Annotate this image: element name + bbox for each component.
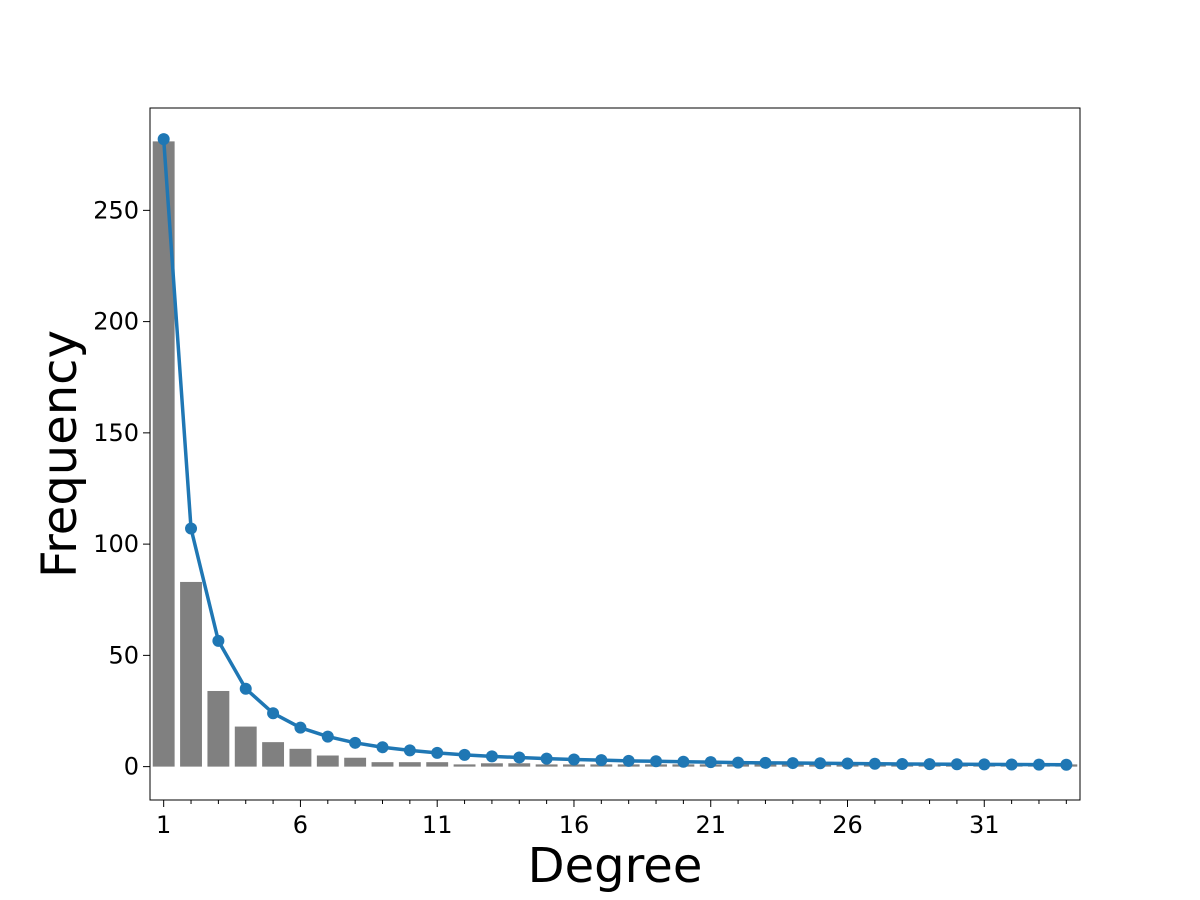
- x-tick-label: 26: [832, 811, 863, 839]
- fit-point-degree-3: [212, 634, 225, 647]
- fit-point-degree-5: [267, 707, 280, 720]
- y-tick-label: 200: [93, 308, 139, 336]
- x-tick-label: 11: [422, 811, 453, 839]
- fit-point-degree-24: [786, 757, 799, 770]
- x-tick-label: 1: [156, 811, 171, 839]
- fit-point-degree-17: [595, 754, 608, 767]
- fit-point-degree-6: [294, 721, 307, 734]
- fit-line-layer: [157, 133, 1073, 771]
- bar-degree-3: [207, 690, 230, 767]
- fit-point-degree-9: [376, 741, 389, 754]
- bar-degree-1: [152, 141, 175, 767]
- fit-point-degree-2: [185, 522, 198, 535]
- y-tick-label: 150: [93, 419, 139, 447]
- fit-point-degree-28: [896, 757, 909, 770]
- bar-degree-5: [262, 742, 285, 767]
- fit-point-degree-4: [239, 682, 252, 695]
- fit-point-degree-19: [650, 755, 663, 768]
- x-axis-title: Degree: [528, 838, 703, 894]
- fit-point-degree-23: [759, 756, 772, 769]
- bar-degree-10: [398, 762, 421, 767]
- bar-degree-7: [316, 755, 339, 767]
- fit-point-degree-31: [978, 758, 991, 771]
- fit-point-degree-34: [1060, 758, 1073, 771]
- fit-point-degree-22: [732, 756, 745, 769]
- fit-point-degree-7: [321, 730, 334, 743]
- y-axis-title: Frequency: [32, 330, 88, 578]
- fit-point-degree-32: [1005, 758, 1018, 771]
- bar-degree-4: [234, 726, 257, 767]
- bar-degree-8: [344, 757, 367, 767]
- bar-degree-16: [563, 764, 585, 767]
- bar-degree-13: [480, 763, 503, 767]
- fit-point-degree-21: [704, 756, 717, 769]
- fit-point-degree-11: [431, 746, 444, 759]
- plot-frame: [149, 107, 1081, 801]
- y-tick-label: 100: [93, 530, 139, 558]
- fit-point-degree-16: [567, 753, 580, 766]
- y-tick-label: 0: [124, 753, 139, 781]
- bar-degree-14: [508, 763, 531, 767]
- bar-degree-6: [289, 748, 312, 767]
- y-tick-label: 50: [108, 641, 139, 669]
- fit-point-degree-18: [622, 754, 635, 767]
- fit-point-degree-12: [458, 748, 471, 761]
- bar-degree-9: [371, 762, 394, 767]
- y-tick-label: 250: [93, 196, 139, 224]
- fit-point-degree-1: [157, 133, 170, 146]
- bar-degree-11: [426, 762, 449, 767]
- bars-layer: [152, 141, 1078, 767]
- fit-point-degree-26: [841, 757, 854, 770]
- fit-point-degree-14: [513, 751, 526, 764]
- x-tick-label: 21: [695, 811, 726, 839]
- fit-point-degree-8: [349, 736, 362, 749]
- fit-point-degree-30: [950, 758, 963, 771]
- fit-point-degree-27: [868, 757, 881, 770]
- fit-point-degree-25: [814, 757, 827, 770]
- x-tick-label: 6: [293, 811, 308, 839]
- bar-degree-2: [180, 581, 202, 767]
- bar-degree-12: [453, 764, 476, 767]
- bar-degree-15: [535, 764, 558, 767]
- fit-point-degree-15: [540, 752, 553, 765]
- x-tick-label: 31: [969, 811, 1000, 839]
- fit-point-degree-10: [403, 744, 416, 757]
- fit-line: [161, 139, 1067, 767]
- fit-point-degree-13: [485, 750, 498, 763]
- x-tick-label: 16: [559, 811, 590, 839]
- fit-point-degree-20: [677, 755, 690, 768]
- fit-point-degree-33: [1032, 758, 1045, 771]
- fit-point-degree-29: [923, 758, 936, 771]
